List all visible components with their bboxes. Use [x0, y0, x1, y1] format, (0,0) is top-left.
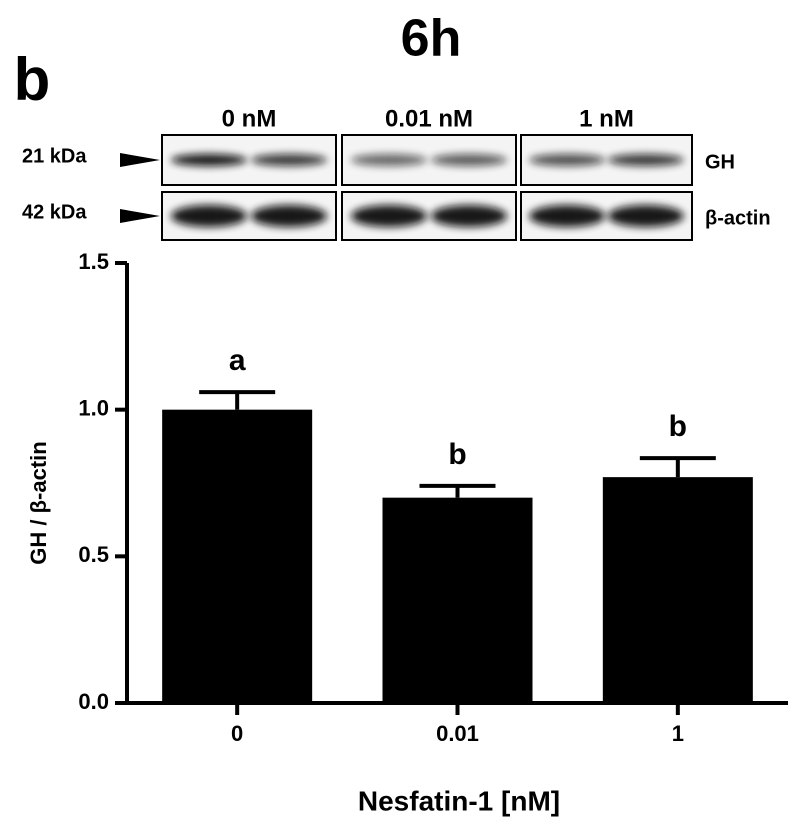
y-tick-label: 0.5	[78, 542, 109, 567]
blot-band	[170, 205, 247, 227]
x-tick-label: 0.01	[436, 721, 479, 746]
blot-band	[350, 205, 427, 227]
protein-label: GH	[705, 151, 735, 173]
blot-band	[170, 154, 247, 166]
x-axis-label: Nesfatin-1 [nM]	[358, 785, 560, 816]
blot-band	[251, 154, 328, 166]
blot-band	[529, 154, 606, 166]
panel-label: b	[14, 46, 51, 113]
significance-label: b	[448, 438, 466, 471]
y-tick-label: 1.5	[78, 249, 109, 274]
blot-band	[607, 205, 684, 227]
marker-arrow	[120, 153, 160, 167]
y-axis-label: GH / β-actin	[26, 441, 51, 564]
bar	[382, 497, 533, 703]
blot-band	[251, 205, 328, 227]
figure-title: 6h	[401, 10, 462, 68]
lane-label: 0.01 nM	[385, 105, 473, 132]
lane-label: 1 nM	[579, 105, 634, 132]
error-bar	[419, 483, 496, 498]
significance-label: a	[229, 344, 246, 377]
marker-label: 21 kDa	[22, 145, 87, 167]
y-tick-label: 0.0	[78, 689, 109, 714]
error-bar	[639, 456, 716, 478]
marker-label: 42 kDa	[22, 201, 87, 223]
bar	[162, 409, 313, 703]
x-tick-label: 0	[231, 721, 243, 746]
protein-label: β-actin	[705, 207, 771, 229]
marker-arrow	[120, 209, 160, 223]
bar	[602, 477, 753, 703]
blot-band	[350, 154, 427, 166]
blot-band	[431, 205, 508, 227]
x-tick-label: 1	[672, 721, 684, 746]
significance-label: b	[669, 410, 687, 443]
blot-band	[529, 205, 606, 227]
y-tick-label: 1.0	[78, 395, 109, 420]
blot-band	[431, 154, 508, 166]
lane-label: 0 nM	[222, 105, 277, 132]
error-bar	[199, 390, 276, 410]
blot-band	[607, 154, 684, 166]
